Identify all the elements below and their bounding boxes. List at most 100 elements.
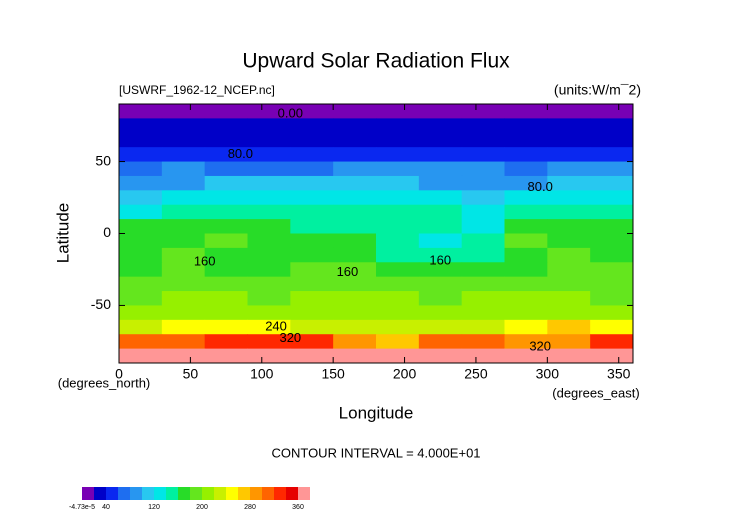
contour-cell [418,276,463,292]
colorbar-swatch [190,487,202,500]
contour-cell [461,204,505,220]
contour-cell [590,118,634,134]
colorbar-label: -4.73e-5 [69,504,95,511]
contour-cell [590,161,634,177]
x-tick-label: 200 [393,366,417,382]
contour-cell [204,262,248,278]
contour-cell [161,219,206,234]
contour-cell [161,147,206,163]
contour-cell [119,233,163,249]
contour-cell [119,132,163,148]
colorbar-label: 280 [244,504,256,511]
contour-label: 160 [337,264,359,279]
colorbar-swatch [178,487,190,500]
contour-cell [504,190,548,206]
contour-cell [204,291,248,306]
contour-cell [590,305,634,321]
contour-cell [504,118,548,134]
contour-cell [461,334,505,350]
colorbar-label: 200 [196,504,208,511]
colorbar-swatch [94,487,106,500]
colorbar-swatch [130,487,142,500]
contour-cell [204,233,248,249]
contour-cell [119,219,163,234]
subtitle-right: (units:W/m¯2) [554,82,641,98]
contour-cell [590,233,634,249]
contour-cell [161,262,206,278]
x-tick-label: 150 [321,366,345,382]
contour-cell [590,219,634,234]
contour-cell [461,219,505,234]
contour-cell [376,233,420,249]
contour-cell [418,190,463,206]
contour-label: 80.0 [228,146,253,161]
contour-cell [461,175,505,191]
contour-cell [333,348,377,364]
y-unit: (degrees_north) [58,375,151,390]
contour-cell [204,219,248,234]
contour-cell [119,276,163,292]
contour-cell [204,118,248,134]
contour-cell [204,204,248,220]
contour-cell [119,204,163,220]
contour-cell [333,219,377,234]
contour-cell [590,319,634,335]
colorbar-label: 120 [148,504,160,511]
contour-label: 320 [279,330,301,345]
contour-cell [504,147,548,163]
colorbar-swatch [298,487,310,500]
contour-cell [547,104,591,119]
contour-cell [590,204,634,220]
contour-cell [119,262,163,278]
contour-cell [161,305,206,321]
contour-cell [590,190,634,206]
contour-cell [590,104,634,119]
contour-cell [333,175,377,191]
contour-cell [290,262,334,278]
contour-cell [204,348,248,364]
colorbar-label: 40 [102,504,110,511]
contour-cell [376,305,420,321]
contour-cell [290,204,334,220]
contour-cell [418,247,463,263]
contour-cell [161,247,206,263]
contour-cell [547,276,591,292]
contour-cell [461,319,505,335]
contour-cell [161,104,206,119]
contour-cell [461,190,505,206]
contour-cell [418,262,463,278]
contour-cell [119,319,163,335]
contour-cell [418,319,463,335]
contour-label: 240 [265,318,287,333]
contour-cell [376,262,420,278]
contour-cell [376,291,420,306]
contour-cell [418,104,463,119]
contour-cell [590,262,634,278]
contour-cell [204,104,248,119]
contour-cell [590,276,634,292]
contour-cell [418,334,463,350]
contour-cell [504,104,548,119]
x-tick-label: 250 [464,366,488,382]
contour-cell [290,161,334,177]
contour-cell [461,161,505,177]
contour-cell [161,319,206,335]
contour-cell [247,247,291,263]
contour-cell [418,132,463,148]
contour-cell [418,219,463,234]
y-tick-label: 50 [95,152,111,168]
contour-cell [547,132,591,148]
contour-label: 160 [429,252,451,267]
contour-cell [376,247,420,263]
contour-cell [504,233,548,249]
contour-cell [247,104,291,119]
contour-cell [161,175,206,191]
contour-cell [418,233,463,249]
colorbar-swatch [202,487,214,500]
contour-cell [504,132,548,148]
contour-cell [119,161,163,177]
contour-cell [290,104,334,119]
contour-cell [204,190,248,206]
contour-cell [333,305,377,321]
